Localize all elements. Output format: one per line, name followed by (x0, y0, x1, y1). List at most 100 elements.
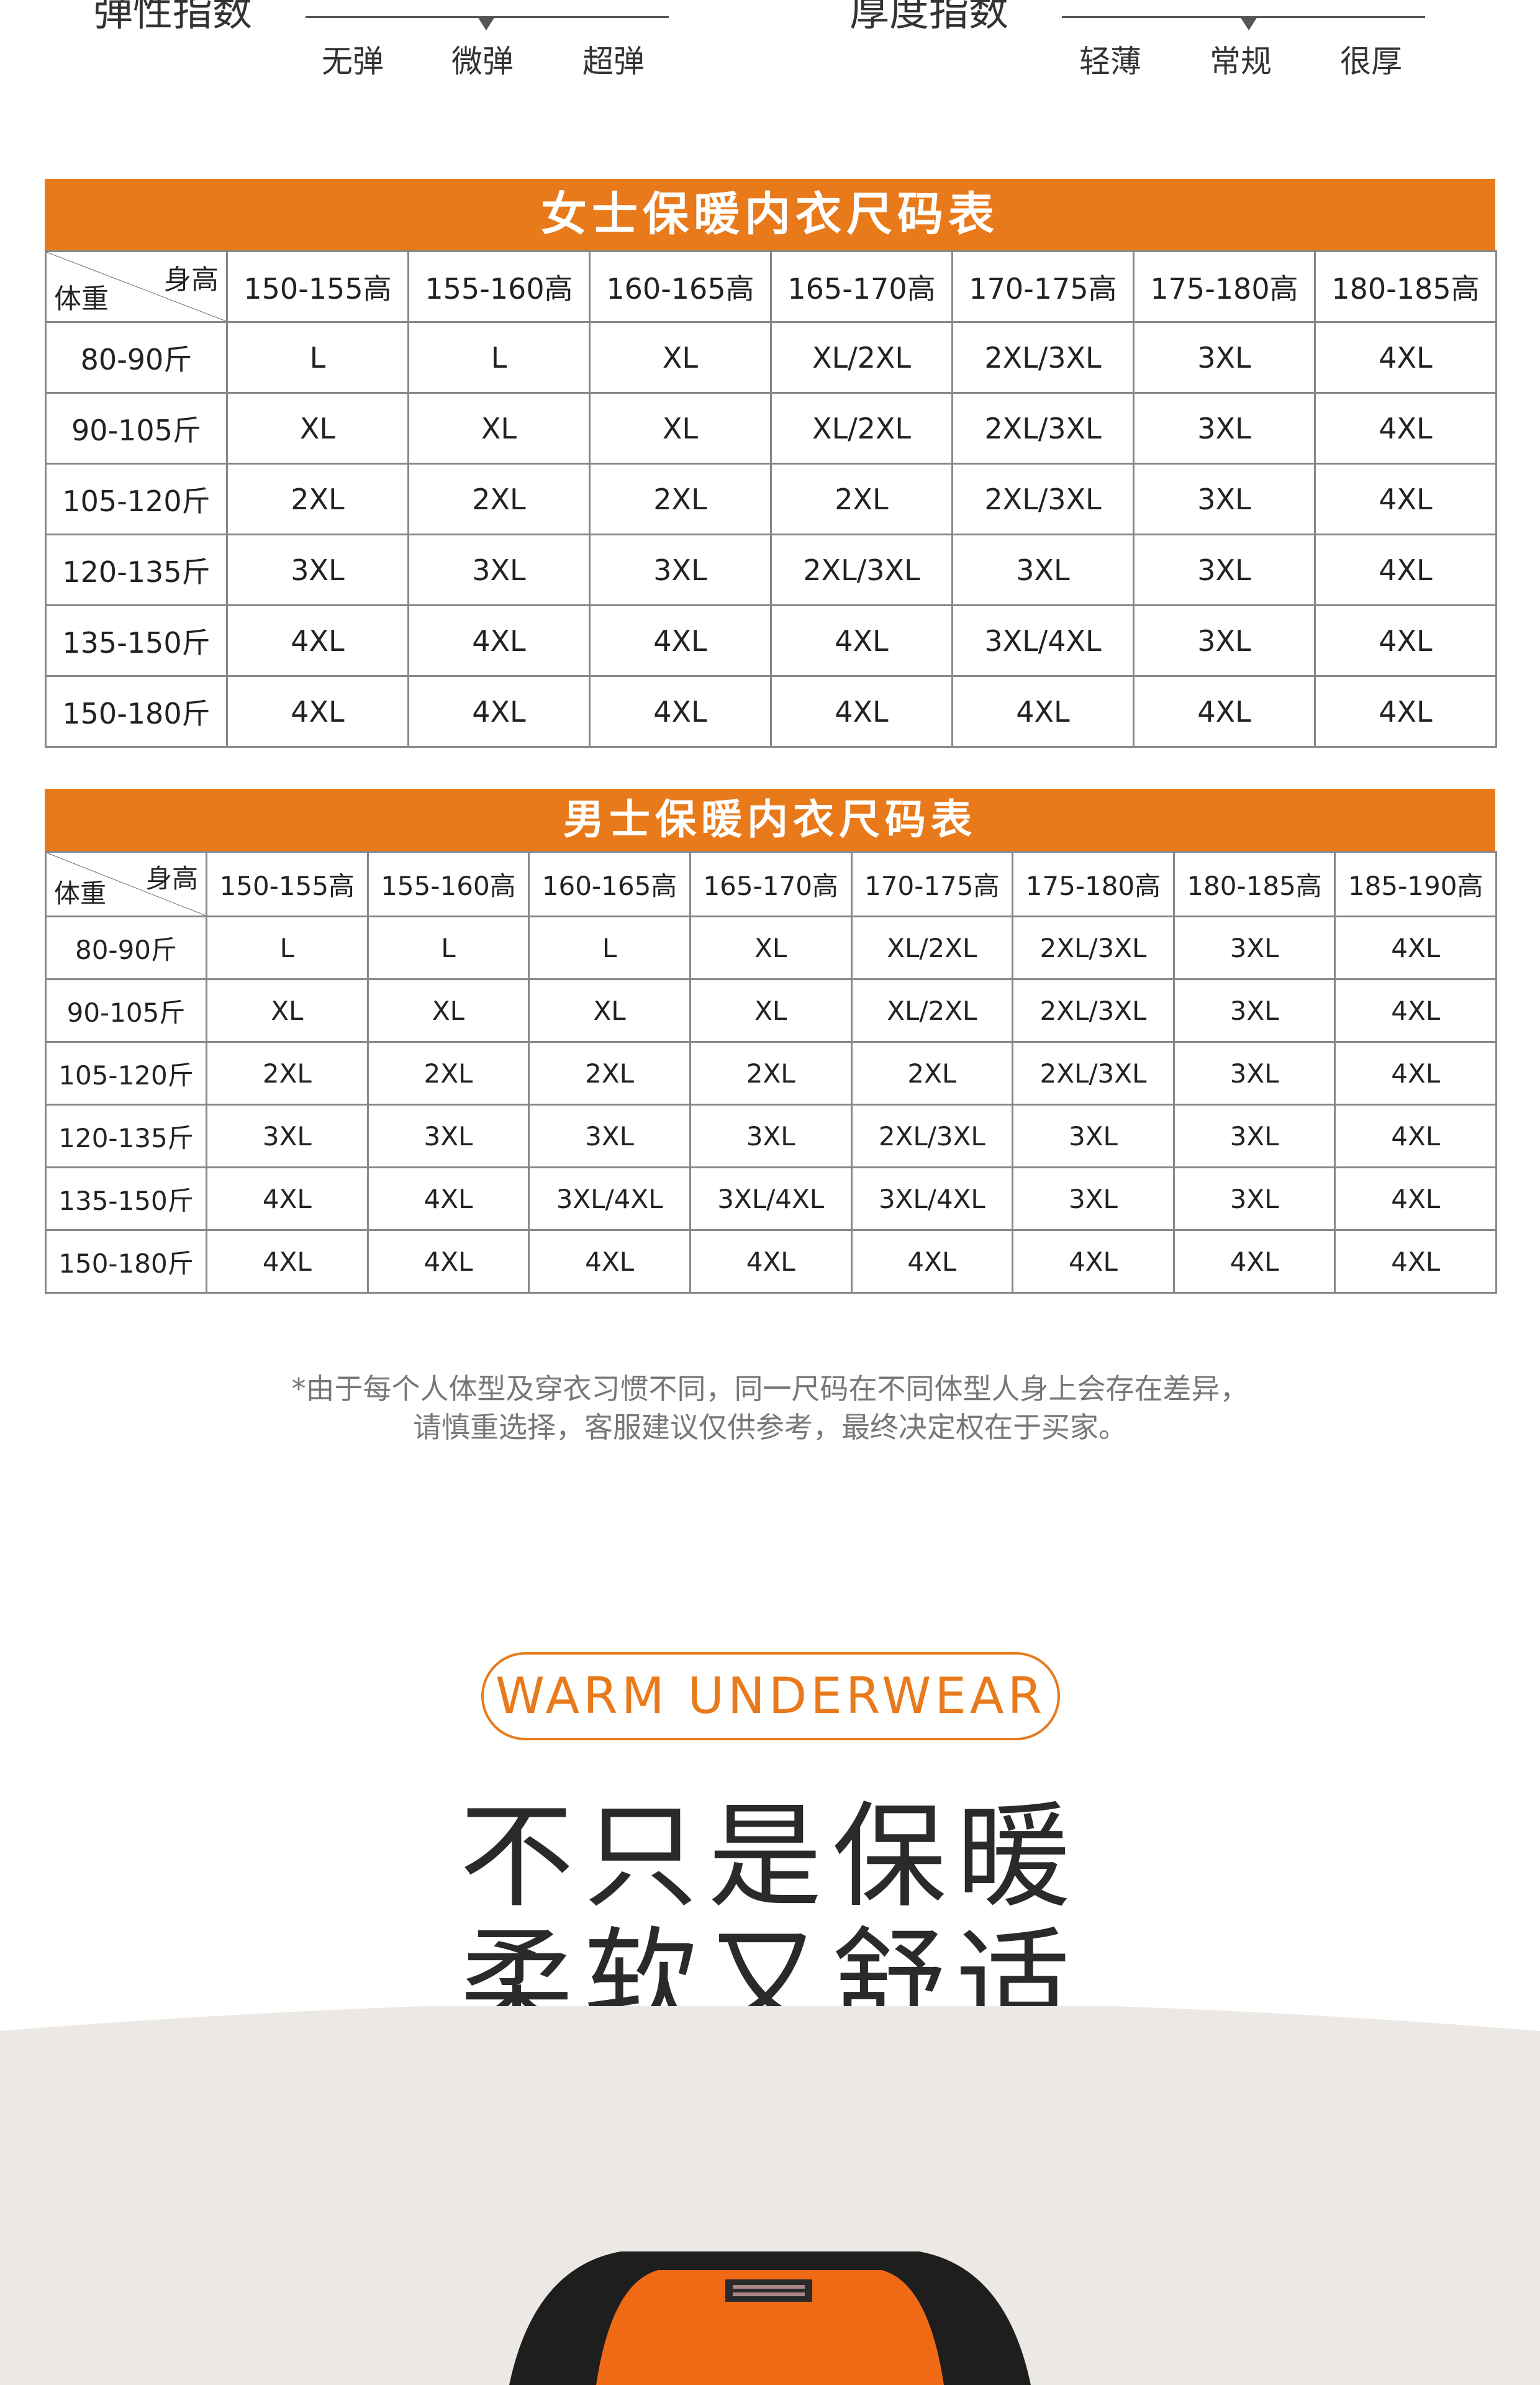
height-column-header: 150-155高 (226, 250, 409, 323)
height-column-header: 175-180高 (1012, 851, 1175, 917)
size-cell: L (528, 915, 691, 980)
size-cell: L (206, 915, 369, 980)
weight-row-label: 120-135斤 (45, 1104, 207, 1168)
size-cell: 4XL (1334, 1229, 1497, 1294)
headline-line-1: 不只是保暖 (459, 1791, 1080, 1924)
size-cell: 2XL (366, 1041, 530, 1106)
corner-weight-label: 体重 (54, 283, 109, 315)
height-column-header: 160-165高 (528, 851, 691, 917)
elasticity-option: 超弹 (582, 43, 645, 80)
size-cell: 3XL (1133, 534, 1316, 606)
size-cell: 3XL (951, 534, 1135, 606)
table-row: 80-90斤 L L XL XL/2XL 2XL/3XL 3XL 4XL (45, 321, 1497, 394)
thickness-title: 厚度指数 (849, 0, 1008, 35)
corner-weight-label: 体重 (54, 878, 107, 909)
size-cell: XL/2XL (850, 978, 1014, 1043)
size-cell: 4XL (589, 604, 772, 677)
elasticity-marker-icon (478, 17, 495, 30)
diagonal-divider (47, 252, 226, 321)
table-row: 105-120斤 2XL 2XL 2XL 2XL 2XL 2XL/3XL 3XL 4XL (45, 1041, 1497, 1106)
disclaimer-line: 请慎重选择，客服建议仅供参考，最终决定权在于买家。 (413, 1411, 1127, 1444)
weight-row-label: 120-135斤 (45, 534, 228, 606)
size-cell: 3XL (689, 1104, 853, 1168)
size-cell: 2XL/3XL (850, 1104, 1014, 1168)
table-row: 135-150斤 4XL 4XL 4XL 4XL 3XL/4XL 3XL 4XL (45, 604, 1497, 677)
size-cell: 3XL (1172, 1166, 1336, 1231)
height-column-header: 180-185高 (1314, 250, 1497, 323)
thickness-marker-icon (1240, 17, 1257, 30)
size-cell: 4XL (1314, 392, 1497, 465)
size-cell: 2XL (226, 463, 409, 535)
size-cell: 3XL (1172, 1104, 1336, 1168)
weight-row-label: 150-180斤 (45, 675, 228, 748)
header-row: 身高 体重 150-155高 155-160高 160-165高 165-170高 170-… (45, 250, 1497, 323)
size-cell: 2XL/3XL (1012, 978, 1175, 1043)
size-cell: XL (407, 392, 591, 465)
size-cell: XL (589, 392, 772, 465)
corner-height-label: 身高 (145, 863, 198, 894)
size-cell: 4XL (1314, 675, 1497, 748)
size-cell: 3XL/4XL (951, 604, 1135, 677)
diagonal-divider (47, 853, 206, 915)
size-cell: 3XL (226, 534, 409, 606)
size-cell: 3XL (407, 534, 591, 606)
height-column-header: 175-180高 (1133, 250, 1316, 323)
size-cell: XL (528, 978, 691, 1043)
height-column-header: 170-175高 (951, 250, 1135, 323)
size-cell: 2XL (589, 463, 772, 535)
size-cell: 4XL (206, 1166, 369, 1231)
elasticity-option: 微弹 (451, 43, 514, 80)
elasticity-title: 弹性指数 (93, 0, 252, 35)
table-row: 90-105斤 XL XL XL XL XL/2XL 2XL/3XL 3XL 4XL (45, 978, 1497, 1043)
corner-cell: 身高 体重 (45, 851, 207, 917)
size-cell: L (226, 321, 409, 394)
weight-row-label: 90-105斤 (45, 392, 228, 465)
header-row: 身高 体重 150-155高 155-160高 160-165高 165-170高 170-… (45, 851, 1497, 917)
size-cell: 3XL (1012, 1104, 1175, 1168)
size-cell: 4XL (1314, 534, 1497, 606)
size-cell: 3XL (1133, 392, 1316, 465)
size-cell: 3XL (1172, 978, 1336, 1043)
size-cell: 3XL (1133, 604, 1316, 677)
size-cell: 3XL/4XL (689, 1166, 853, 1231)
thickness-option: 很厚 (1340, 43, 1402, 80)
size-cell: 2XL (850, 1041, 1014, 1106)
size-cell: 4XL (1334, 1104, 1497, 1168)
size-cell: 3XL (589, 534, 772, 606)
size-cell: 4XL (366, 1229, 530, 1294)
size-cell: XL (689, 978, 853, 1043)
size-cell: 3XL (528, 1104, 691, 1168)
size-cell: 4XL (951, 675, 1135, 748)
size-cell: 4XL (1012, 1229, 1175, 1294)
height-column-header: 165-170高 (689, 851, 853, 917)
size-cell: 4XL (589, 675, 772, 748)
size-cell: L (366, 915, 530, 980)
size-cell: 4XL (689, 1229, 853, 1294)
size-cell: 4XL (1314, 321, 1497, 394)
table-row: 80-90斤 L L L XL XL/2XL 2XL/3XL 3XL 4XL (45, 915, 1497, 980)
size-cell: XL/2XL (850, 915, 1014, 980)
size-cell: 4XL (770, 604, 953, 677)
size-disclaimer: *由于每个人体型及穿衣习惯不同，同一尺码在不同体型人身上会存在差异， 请慎重选择… (0, 1370, 1540, 1447)
men-size-table: 身高 体重 150-155高 155-160高 160-165高 165-170高 170-… (45, 851, 1497, 1294)
size-cell: 3XL (366, 1104, 530, 1168)
size-cell: 4XL (366, 1166, 530, 1231)
size-cell: 4XL (1314, 463, 1497, 535)
size-cell: XL (206, 978, 369, 1043)
table-row: 135-150斤 4XL 4XL 3XL/4XL 3XL/4XL 3XL/4XL 3XL 3X… (45, 1166, 1497, 1231)
bottom-background (0, 2006, 1540, 2385)
weight-row-label: 90-105斤 (45, 978, 207, 1043)
size-cell: 4XL (850, 1229, 1014, 1294)
size-cell: 3XL/4XL (528, 1166, 691, 1231)
weight-row-label: 105-120斤 (45, 1041, 207, 1106)
size-cell: 2XL/3XL (951, 321, 1135, 394)
women-table-title: 女士保暖内衣尺码表 (45, 179, 1495, 250)
women-size-chart: 女士保暖内衣尺码表 身高 体重 150-155高 155-160高 160-165高 16… (45, 179, 1497, 748)
weight-row-label: 80-90斤 (45, 321, 228, 394)
size-cell: 4XL (1334, 1041, 1497, 1106)
size-cell: L (407, 321, 591, 394)
weight-row-label: 135-150斤 (45, 1166, 207, 1231)
height-column-header: 180-185高 (1172, 851, 1336, 917)
size-cell: 4XL (1172, 1229, 1336, 1294)
garment-collar-image (509, 2251, 1031, 2385)
